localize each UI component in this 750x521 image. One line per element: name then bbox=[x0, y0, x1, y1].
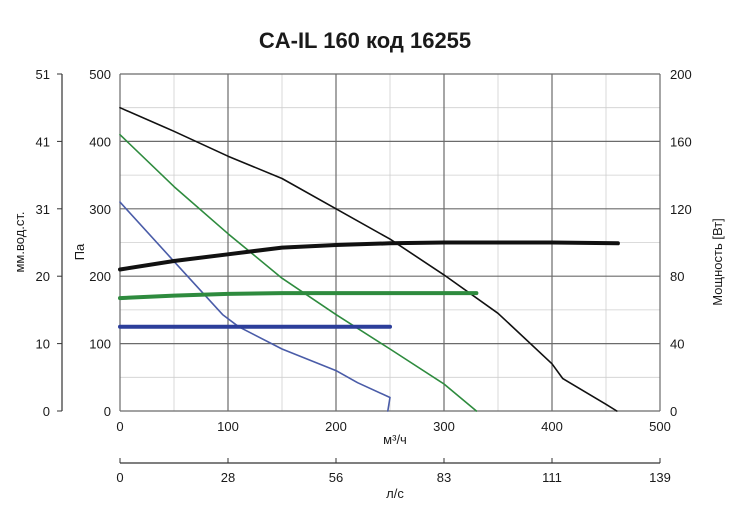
y-power-tick-label: 200 bbox=[670, 67, 692, 82]
y-pressure-tick-label: 400 bbox=[89, 134, 111, 149]
pressure-curve-3 bbox=[119, 201, 391, 412]
y-left-outer-tick-label: 0 bbox=[43, 404, 50, 419]
tick-labels: 0102031415101002003004005000408012016020… bbox=[36, 67, 692, 485]
x-primary-tick-label: 400 bbox=[541, 419, 563, 434]
power-curve-5 bbox=[118, 291, 479, 301]
series-group bbox=[118, 106, 620, 412]
y-power-tick-label: 40 bbox=[670, 337, 684, 352]
y-power-tick-label: 160 bbox=[670, 134, 692, 149]
x-primary-tick-label: 300 bbox=[433, 419, 455, 434]
y-left-outer-tick-label: 41 bbox=[36, 134, 50, 149]
x-secondary-tick-label: 139 bbox=[649, 470, 671, 485]
pressure-curve-2 bbox=[119, 133, 478, 412]
x-secondary-label: л/с bbox=[386, 486, 404, 501]
y-left-outer-tick-label: 51 bbox=[36, 67, 50, 82]
y-pressure-tick-label: 500 bbox=[89, 67, 111, 82]
y-left-outer-label: мм.вод.ст. bbox=[12, 211, 27, 272]
x-secondary-tick-label: 0 bbox=[116, 470, 123, 485]
y-pressure-tick-label: 300 bbox=[89, 202, 111, 217]
x-primary-tick-label: 100 bbox=[217, 419, 239, 434]
y-power-tick-label: 80 bbox=[670, 269, 684, 284]
y-left-outer-tick-label: 20 bbox=[36, 269, 50, 284]
x-secondary-tick-label: 83 bbox=[437, 470, 451, 485]
y-left-outer-tick-label: 31 bbox=[36, 202, 50, 217]
x-primary-tick-label: 0 bbox=[116, 419, 123, 434]
x-secondary-tick-label: 28 bbox=[221, 470, 235, 485]
y-pressure-label: Па bbox=[72, 243, 87, 260]
pressure-curve-1 bbox=[119, 106, 618, 412]
y-power-tick-label: 0 bbox=[670, 404, 677, 419]
axes bbox=[57, 73, 661, 464]
power-curve-4 bbox=[118, 240, 620, 272]
y-left-outer-tick-label: 10 bbox=[36, 337, 50, 352]
y-pressure-tick-label: 100 bbox=[89, 337, 111, 352]
x-secondary-tick-label: 56 bbox=[329, 470, 343, 485]
y-pressure-tick-label: 0 bbox=[104, 404, 111, 419]
y-pressure-tick-label: 200 bbox=[89, 269, 111, 284]
x-primary-label: м³/ч bbox=[383, 432, 407, 447]
x-secondary-tick-label: 111 bbox=[542, 470, 562, 485]
x-primary-tick-label: 200 bbox=[325, 419, 347, 434]
y-power-tick-label: 120 bbox=[670, 202, 692, 217]
chart-title: CA-IL 160 код 16255 bbox=[259, 28, 471, 53]
y-power-label: Мощность [Вт] bbox=[710, 218, 725, 306]
x-primary-tick-label: 500 bbox=[649, 419, 671, 434]
